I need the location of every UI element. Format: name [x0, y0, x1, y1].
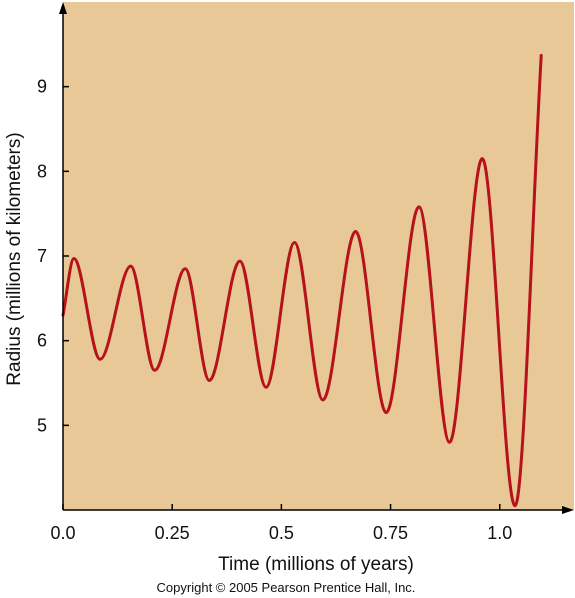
x-tick-label: 1.0	[487, 523, 512, 543]
x-tick-label: 0.0	[50, 523, 75, 543]
x-tick-label: 0.25	[155, 523, 190, 543]
series-line	[61, 53, 543, 508]
y-axis-title: Radius (millions of kilometers)	[4, 132, 25, 385]
x-axis-arrow	[562, 506, 574, 514]
x-tick-label: 0.75	[373, 523, 408, 543]
y-tick-label: 7	[37, 246, 47, 266]
x-tick-label: 0.5	[269, 523, 294, 543]
y-axis-arrow	[59, 2, 67, 14]
y-tick-label: 8	[37, 161, 47, 181]
plot-background	[63, 2, 574, 510]
copyright-notice: Copyright © 2005 Pearson Prentice Hall, …	[157, 580, 416, 595]
y-tick-label: 9	[37, 77, 47, 97]
x-axis-title: Time (millions of years)	[218, 554, 414, 575]
y-tick-label: 6	[37, 331, 47, 351]
y-tick-label: 5	[37, 415, 47, 435]
